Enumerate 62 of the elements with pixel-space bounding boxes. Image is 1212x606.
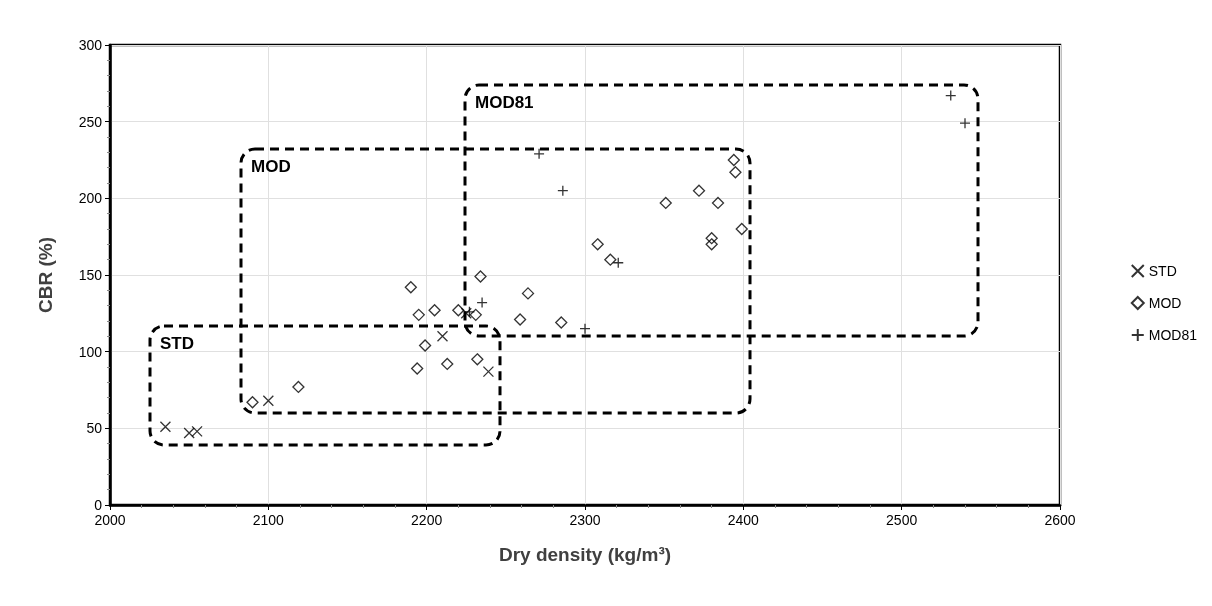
point	[604, 253, 617, 266]
y-axis-title: CBR (%)	[35, 237, 56, 313]
legend-label: MOD	[1148, 295, 1182, 311]
point	[246, 396, 259, 409]
point	[612, 257, 624, 269]
legend-label: MOD81	[1148, 327, 1198, 343]
point	[191, 425, 203, 438]
legend-label: STD	[1148, 263, 1177, 279]
x-tick-label: 2300	[569, 512, 601, 528]
point	[945, 89, 957, 102]
point	[428, 304, 441, 317]
point	[692, 184, 706, 197]
point	[482, 365, 495, 378]
x-tick-label: 2100	[252, 512, 285, 528]
point	[418, 339, 432, 352]
x-tick-label: 2600	[1044, 512, 1076, 528]
annotation: MOD81	[475, 93, 534, 113]
point	[521, 287, 535, 300]
x-tick-label: 2400	[727, 512, 760, 528]
point	[579, 323, 591, 335]
point	[404, 281, 417, 294]
x-tick-label: 2000	[94, 512, 126, 528]
y-tick-label: 0	[94, 497, 103, 513]
point	[659, 196, 672, 210]
point	[735, 222, 748, 236]
annotation: MOD	[251, 157, 291, 177]
point	[513, 313, 527, 326]
x-tick-label: 2200	[411, 512, 443, 528]
point	[474, 270, 487, 283]
point	[159, 421, 172, 433]
point	[711, 196, 725, 210]
point	[183, 427, 195, 439]
y-tick-label: 250	[78, 113, 103, 130]
point	[705, 232, 718, 245]
point	[292, 380, 305, 394]
point	[705, 238, 718, 251]
point	[471, 353, 484, 366]
y-tick-label: 100	[78, 343, 103, 360]
x-tick-label: 2500	[886, 512, 918, 528]
point	[959, 117, 971, 129]
point	[452, 304, 465, 317]
point	[555, 316, 568, 329]
point	[476, 296, 488, 309]
point	[411, 362, 424, 375]
point	[533, 148, 545, 160]
y-tick-label: 150	[78, 267, 103, 283]
point	[436, 330, 449, 342]
y-tick-label: 50	[86, 420, 103, 437]
x-axis-title: Dry density (kg/m³)	[498, 544, 672, 565]
point	[469, 308, 482, 322]
point	[463, 306, 476, 318]
point	[591, 238, 604, 251]
point	[460, 307, 472, 319]
y-tick-label: 300	[78, 37, 103, 53]
point	[412, 308, 425, 322]
y-tick-label: 200	[78, 190, 103, 207]
point	[727, 153, 740, 167]
point	[729, 166, 742, 179]
point	[262, 395, 274, 407]
point	[441, 357, 454, 371]
annotation: STD	[160, 334, 194, 354]
point	[557, 185, 569, 197]
